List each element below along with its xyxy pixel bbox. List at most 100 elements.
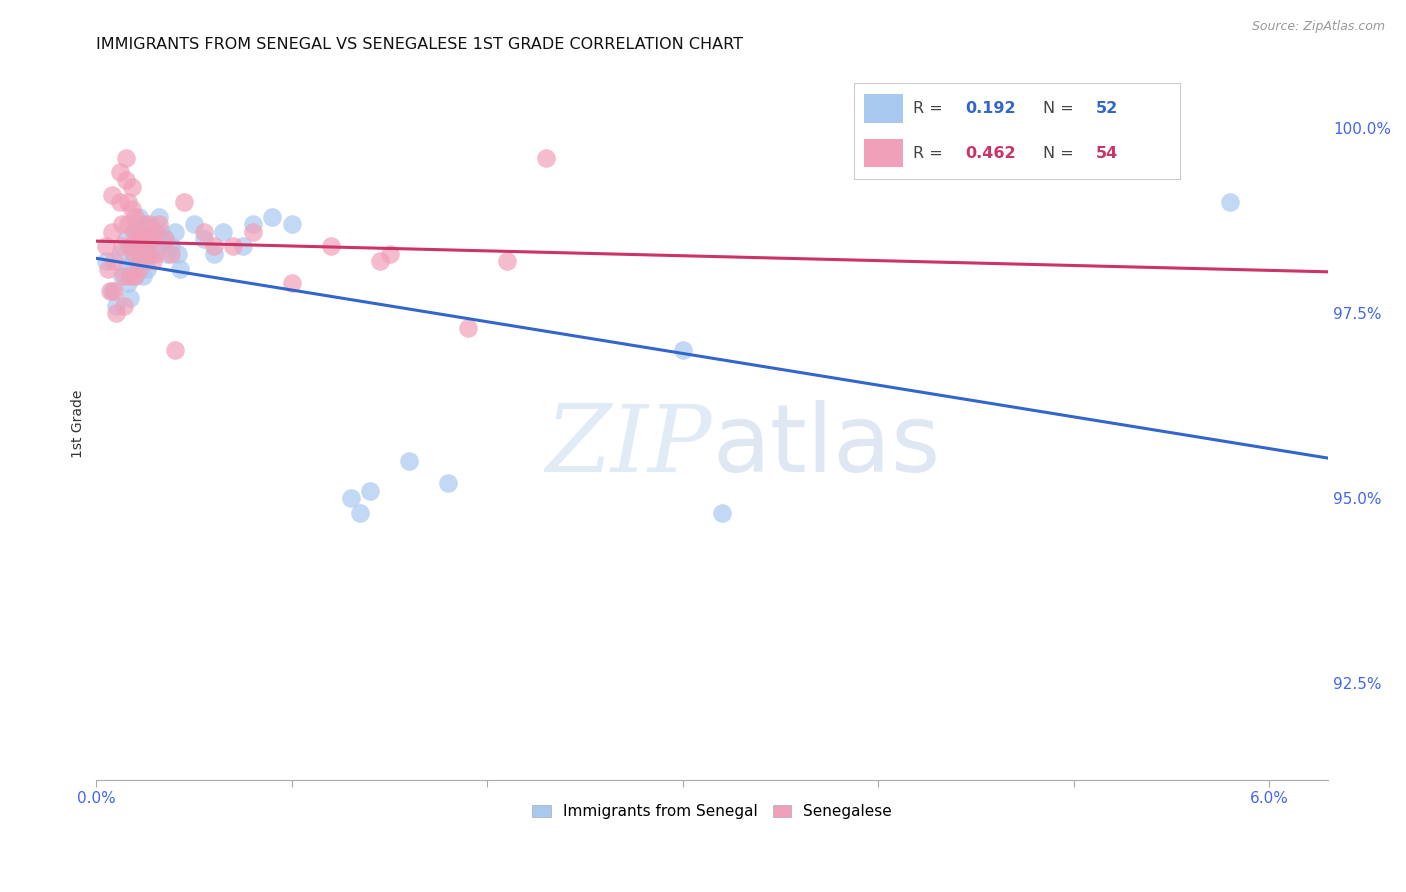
Point [131,232,153,246]
Point [114,173,136,187]
Point [121,202,143,217]
Point [124,225,146,239]
Point [111,269,134,284]
Point [457,321,479,335]
Point [183,217,205,231]
Point [159,239,181,253]
Point [136,247,159,261]
Point [139,232,162,246]
Point [222,239,245,253]
Point [127,232,149,246]
Point [101,284,124,298]
Point [143,247,166,261]
Point [121,254,143,268]
Point [156,247,179,261]
Point [173,194,195,209]
Point [117,277,139,291]
Point [104,306,127,320]
Point [121,180,143,194]
Point [232,239,254,253]
Point [359,483,381,498]
Point [163,225,186,239]
Point [139,232,162,246]
Point [127,254,149,268]
Point [118,239,141,253]
Text: Source: ZipAtlas.com: Source: ZipAtlas.com [1251,20,1385,33]
Point [534,151,557,165]
Point [117,217,139,231]
Point [1219,194,1241,209]
Point [281,277,304,291]
Point [159,247,181,261]
Point [112,299,135,313]
Point [153,232,176,246]
Point [143,239,166,253]
Point [134,217,156,231]
Point [134,232,156,246]
Point [262,210,284,224]
Point [128,247,150,261]
Point [124,239,146,253]
Y-axis label: 1st Grade: 1st Grade [72,390,86,458]
Point [349,506,371,520]
Point [138,217,160,231]
Point [114,232,136,246]
Point [94,254,117,268]
Point [398,454,420,468]
Point [153,232,176,246]
Point [193,232,215,246]
Point [111,239,134,253]
Point [117,194,139,209]
Point [136,247,159,261]
Point [108,165,131,179]
Point [108,194,131,209]
Point [118,269,141,284]
Point [169,261,191,276]
Point [128,225,150,239]
Point [339,491,361,506]
Point [143,225,166,239]
Point [281,217,304,231]
Legend: Immigrants from Senegal, Senegalese: Immigrants from Senegal, Senegalese [526,798,898,825]
Point [202,239,225,253]
Point [711,506,734,520]
Point [672,343,695,358]
Point [132,269,155,284]
Point [167,247,190,261]
Point [134,232,156,246]
Point [149,225,172,239]
Point [437,476,460,491]
Text: atlas: atlas [713,400,941,491]
Point [104,299,127,313]
Point [128,210,150,224]
Point [111,217,134,231]
Text: IMMIGRANTS FROM SENEGAL VS SENEGALESE 1ST GRADE CORRELATION CHART: IMMIGRANTS FROM SENEGAL VS SENEGALESE 1S… [97,37,744,53]
Point [103,284,125,298]
Point [148,210,170,224]
Point [132,217,155,231]
Point [148,217,170,231]
Point [114,261,136,276]
Point [101,187,124,202]
Point [136,261,159,276]
Point [242,217,264,231]
Point [101,225,124,239]
Point [94,239,117,253]
Point [97,261,120,276]
Point [122,247,145,261]
Point [143,225,166,239]
Point [319,239,342,253]
Point [122,225,145,239]
Point [142,254,165,268]
Point [118,291,141,305]
Point [139,247,162,261]
Point [108,247,131,261]
Point [128,261,150,276]
Point [212,225,235,239]
Point [103,254,125,268]
Text: ZIP: ZIP [546,401,713,491]
Point [131,254,153,268]
Point [202,247,225,261]
Point [378,247,401,261]
Point [98,284,121,298]
